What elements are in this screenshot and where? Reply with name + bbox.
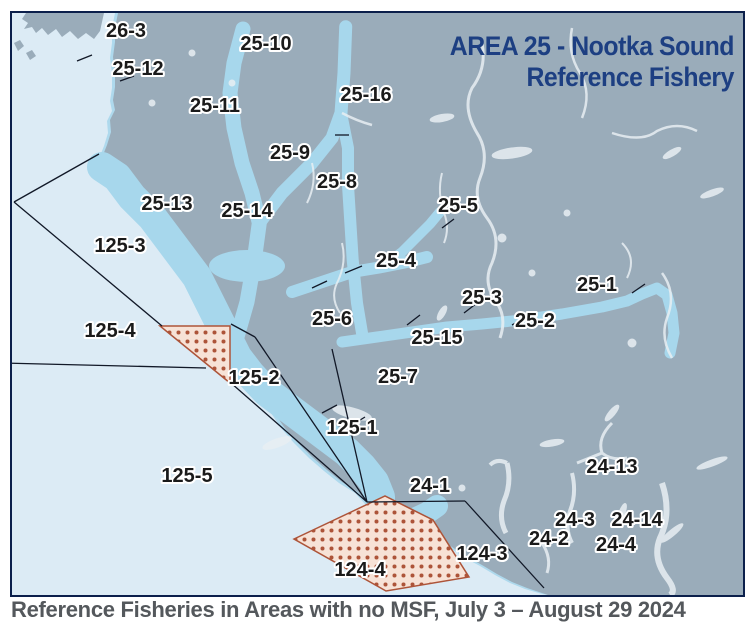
svg-text:25-13: 25-13 xyxy=(141,193,192,215)
svg-text:24-14: 24-14 xyxy=(611,509,663,531)
svg-text:AREA 25 - Nootka Sound: AREA 25 - Nootka Sound xyxy=(450,32,734,61)
svg-text:124-4: 124-4 xyxy=(334,559,386,581)
svg-text:24-4: 24-4 xyxy=(596,534,637,556)
svg-text:24-1: 24-1 xyxy=(410,475,450,497)
svg-text:25-6: 25-6 xyxy=(312,308,352,330)
svg-text:25-1: 25-1 xyxy=(577,274,617,296)
svg-text:25-5: 25-5 xyxy=(438,195,478,217)
svg-text:25-12: 25-12 xyxy=(112,58,163,80)
svg-text:125-3: 125-3 xyxy=(94,235,145,257)
svg-text:25-9: 25-9 xyxy=(270,142,310,164)
svg-text:25-16: 25-16 xyxy=(340,84,391,106)
svg-text:25-4: 25-4 xyxy=(376,250,417,272)
svg-text:125-4: 125-4 xyxy=(84,320,136,342)
svg-text:25-2: 25-2 xyxy=(515,310,555,332)
svg-text:125-5: 125-5 xyxy=(161,465,212,487)
svg-text:25-14: 25-14 xyxy=(221,200,273,222)
svg-text:25-11: 25-11 xyxy=(190,95,240,117)
svg-text:25-3: 25-3 xyxy=(462,287,502,309)
svg-text:24-13: 24-13 xyxy=(586,456,637,478)
svg-text:Reference Fishery: Reference Fishery xyxy=(526,63,735,92)
svg-text:125-2: 125-2 xyxy=(228,367,279,389)
svg-text:24-2: 24-2 xyxy=(529,528,569,550)
svg-text:124-3: 124-3 xyxy=(456,543,507,565)
svg-text:25-7: 25-7 xyxy=(378,366,418,388)
svg-text:125-1: 125-1 xyxy=(326,417,377,439)
svg-text:25-10: 25-10 xyxy=(240,33,291,55)
svg-text:25-15: 25-15 xyxy=(411,327,462,349)
svg-text:26-3: 26-3 xyxy=(106,20,146,42)
svg-text:25-8: 25-8 xyxy=(317,171,357,193)
